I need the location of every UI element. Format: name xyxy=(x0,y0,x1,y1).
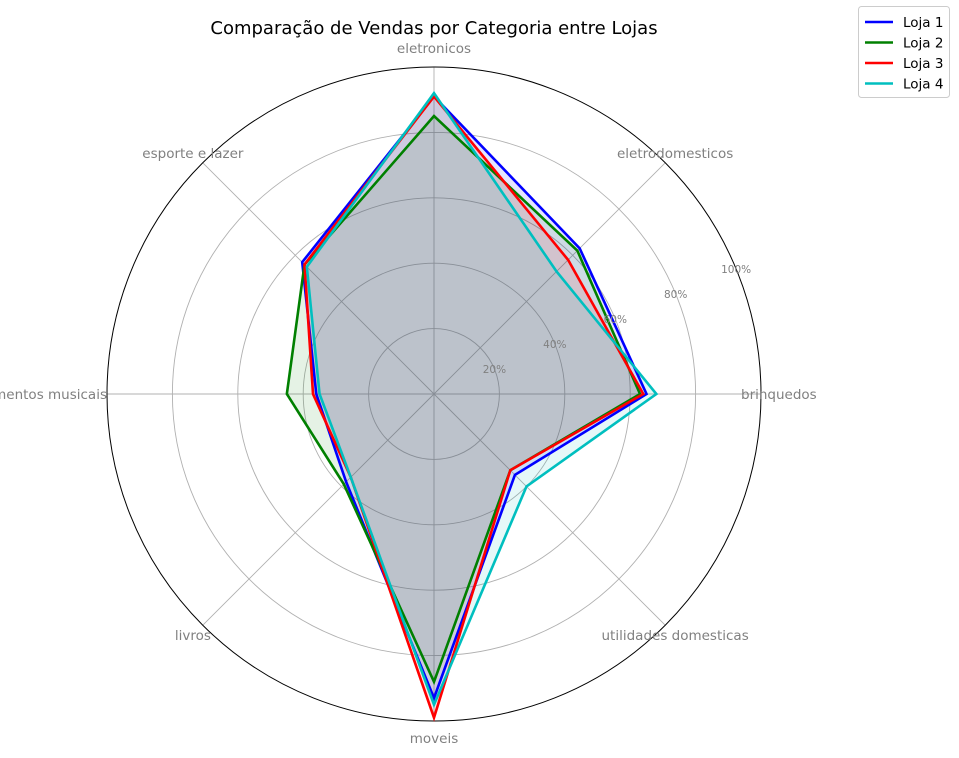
series-fill-1 xyxy=(302,96,647,699)
series-line-3 xyxy=(303,94,646,722)
grid-spoke xyxy=(433,162,666,395)
category-label: brinquedos xyxy=(741,387,817,403)
category-label: esporte e lazer xyxy=(142,146,244,162)
series-line-2 xyxy=(285,114,642,686)
series-fill-3 xyxy=(304,96,644,718)
legend: Loja 1 Loja 2 Loja 3 Loja 4 xyxy=(858,6,950,98)
r-tick-label: 40% xyxy=(543,339,566,351)
series-line-4 xyxy=(305,90,659,709)
legend-label-1: Loja 1 xyxy=(903,15,943,31)
grid-spoke xyxy=(202,393,435,626)
r-tick-label: 20% xyxy=(483,364,506,376)
radial-tick-labels: 20% 40% 60% 80% 100% xyxy=(483,264,751,376)
category-label: instrumentos musicais xyxy=(0,387,107,403)
legend-label-4: Loja 4 xyxy=(903,77,943,93)
chart-title: Comparação de Vendas por Categoria entre… xyxy=(210,18,657,39)
series-fill-4 xyxy=(306,93,657,705)
legend-label-2: Loja 2 xyxy=(903,36,943,52)
series-lines xyxy=(285,90,659,722)
grid-spoke xyxy=(202,162,435,395)
r-tick-label: 80% xyxy=(664,289,687,301)
category-label: utilidades domesticas xyxy=(602,628,749,644)
legend-label-3: Loja 3 xyxy=(903,56,943,72)
legend-box xyxy=(858,6,950,98)
category-label: moveis xyxy=(410,731,459,747)
series-line-1 xyxy=(300,94,649,702)
category-label: eletronicos xyxy=(397,41,471,57)
grid-spoke xyxy=(433,393,666,626)
r-tick-label: 60% xyxy=(604,314,627,326)
r-tick-label: 100% xyxy=(721,264,751,276)
category-label: eletrodomesticos xyxy=(617,146,733,162)
category-label: livros xyxy=(175,628,211,644)
category-labels: brinquedos eletrodomesticos eletronicos esp… xyxy=(0,41,817,747)
